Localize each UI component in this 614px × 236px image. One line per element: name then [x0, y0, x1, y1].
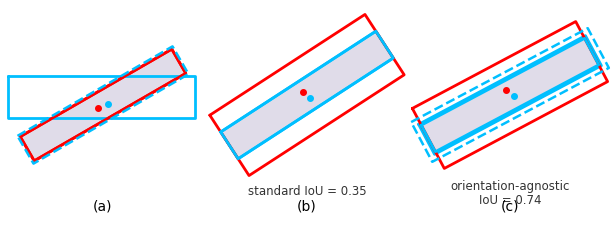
Polygon shape — [419, 36, 602, 154]
Text: orientation-agnostic: orientation-agnostic — [450, 180, 570, 193]
Text: (a): (a) — [93, 200, 113, 214]
Polygon shape — [220, 31, 394, 159]
Text: (b): (b) — [297, 200, 317, 214]
Text: (c): (c) — [501, 200, 519, 214]
Polygon shape — [20, 49, 186, 161]
Text: IoU = 0.74: IoU = 0.74 — [479, 194, 542, 207]
Text: standard IoU = 0.35: standard IoU = 0.35 — [247, 185, 367, 198]
